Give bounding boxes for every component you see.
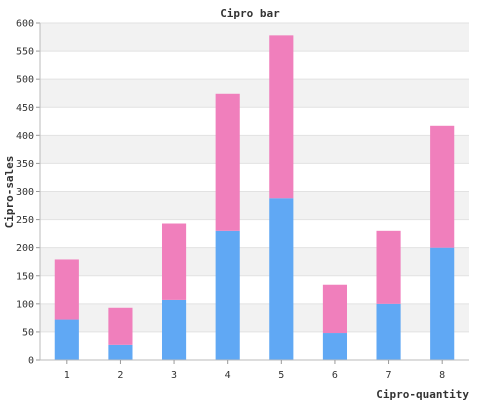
plot-band — [40, 135, 469, 164]
x-tick-label: 2 — [117, 370, 123, 381]
y-tick-label: 600 — [16, 19, 34, 30]
chart-title: Cipro bar — [220, 7, 280, 20]
bar-segment-series-1-cat-2 — [108, 344, 133, 360]
bar-segment-series-2-cat-7 — [376, 230, 401, 304]
x-tick-label: 1 — [64, 370, 70, 381]
y-tick-label: 0 — [28, 356, 34, 367]
y-tick-label: 500 — [16, 75, 34, 86]
bar-segment-series-2-cat-2 — [108, 307, 133, 345]
bar-segment-series-2-cat-5 — [269, 35, 294, 199]
bar-segment-series-1-cat-3 — [161, 299, 187, 360]
plot-band — [40, 107, 469, 136]
plot-band — [40, 79, 469, 108]
y-tick-label: 550 — [16, 47, 34, 58]
bar-segment-series-1-cat-5 — [269, 198, 294, 360]
plot-band — [40, 51, 469, 80]
bar-segment-series-2-cat-4 — [215, 93, 240, 231]
x-axis: 1 2 3 4 5 6 7 8 — [40, 359, 469, 381]
x-tick-label: 8 — [439, 370, 445, 381]
plot-band — [40, 275, 469, 304]
bar-segment-series-2-cat-3 — [161, 223, 187, 300]
plot-band — [40, 303, 469, 332]
bar-segment-series-2-cat-6 — [322, 284, 348, 334]
plot-band — [40, 23, 469, 52]
bar-segment-series-2-cat-8 — [430, 125, 455, 248]
bar-segment-series-1-cat-8 — [430, 247, 455, 360]
x-tick-label: 7 — [386, 370, 392, 381]
plot-band — [40, 331, 469, 360]
x-tick-label: 5 — [278, 370, 284, 381]
y-tick-label: 300 — [16, 187, 34, 198]
y-tick-label: 100 — [16, 299, 34, 310]
plot-band — [40, 219, 469, 248]
y-tick-label: 250 — [16, 215, 34, 226]
bar-segment-series-1-cat-4 — [215, 230, 240, 360]
plot-band — [40, 163, 469, 192]
plot-band — [40, 247, 469, 276]
bar-segment-series-2-cat-1 — [54, 259, 79, 320]
bars — [54, 35, 455, 360]
bar-segment-series-1-cat-6 — [322, 333, 348, 360]
x-tick-label: 3 — [171, 370, 177, 381]
y-tick-label: 400 — [16, 131, 34, 142]
y-tick-label: 350 — [16, 159, 34, 170]
y-tick-label: 50 — [22, 327, 34, 338]
x-tick-label: 4 — [225, 370, 231, 381]
y-axis-label: Cipro-sales — [3, 156, 16, 229]
plot-band — [40, 191, 469, 220]
x-tick-label: 6 — [332, 370, 338, 381]
y-tick-label: 200 — [16, 243, 34, 254]
y-tick-label: 450 — [16, 103, 34, 114]
bar-segment-series-1-cat-7 — [376, 303, 401, 360]
y-tick-label: 150 — [16, 271, 34, 282]
bar-segment-series-1-cat-1 — [54, 319, 79, 360]
y-axis: 0 50 100 150 200 250 300 350 400 450 500 550 600 — [16, 19, 41, 367]
x-axis-label: Cipro-quantity — [376, 388, 469, 400]
